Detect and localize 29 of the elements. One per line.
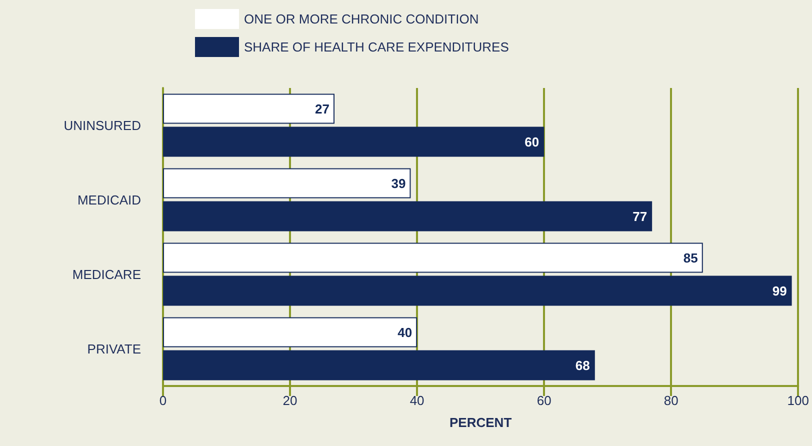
data-label: 39 (391, 176, 406, 191)
x-tick-label: 60 (536, 393, 552, 408)
data-label: 99 (772, 283, 787, 298)
data-label: 85 (683, 250, 698, 266)
y-tick-label: PRIVATE (87, 341, 142, 356)
x-tick-label: 100 (787, 393, 810, 408)
legend-label: ONE OR MORE CHRONIC CONDITION (244, 12, 479, 26)
x-tick-label: 0 (159, 393, 167, 408)
bar (163, 242, 703, 273)
y-tick-label: MEDICARE (72, 266, 142, 282)
data-label: 40 (398, 324, 412, 340)
x-tick-label: 20 (282, 393, 298, 408)
bar (163, 276, 792, 306)
x-tick-label: 40 (410, 393, 424, 408)
data-label: 77 (632, 208, 648, 224)
x-axis-title: PERCENT (450, 415, 512, 430)
data-label: 68 (575, 358, 590, 373)
y-tick-label: MEDICAID (77, 192, 141, 208)
bar (163, 201, 652, 232)
bar (163, 317, 418, 348)
x-tick-label: 80 (664, 393, 678, 408)
legend-label: SHARE OF HEALTH CARE EXPENDITURES (244, 40, 510, 54)
bar (163, 126, 544, 157)
y-tick-label: UNINSURED (64, 118, 141, 133)
data-label: 60 (524, 134, 540, 150)
bar (163, 168, 411, 198)
bar (163, 94, 334, 124)
data-label: 27 (315, 101, 330, 116)
bar (163, 350, 595, 380)
